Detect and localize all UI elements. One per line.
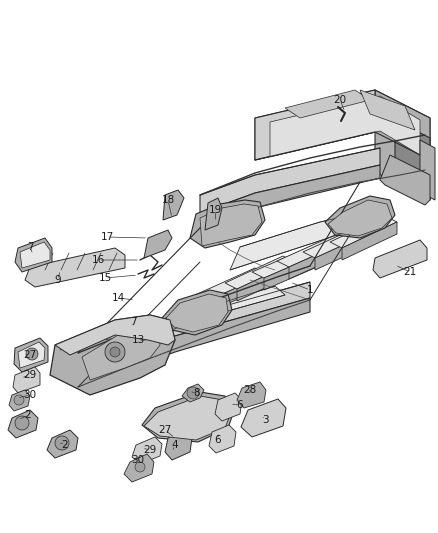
Text: 18: 18 bbox=[161, 195, 175, 205]
Text: 1: 1 bbox=[307, 285, 313, 295]
Polygon shape bbox=[342, 222, 397, 260]
Text: 2: 2 bbox=[62, 440, 68, 450]
Text: 8: 8 bbox=[194, 388, 200, 398]
Circle shape bbox=[14, 395, 24, 405]
Polygon shape bbox=[255, 90, 375, 160]
Polygon shape bbox=[241, 399, 286, 437]
Polygon shape bbox=[209, 425, 236, 453]
Polygon shape bbox=[165, 430, 192, 460]
Circle shape bbox=[110, 347, 120, 357]
Text: 9: 9 bbox=[55, 275, 61, 285]
Polygon shape bbox=[230, 208, 390, 270]
Text: 16: 16 bbox=[92, 255, 105, 265]
Text: 2: 2 bbox=[25, 410, 31, 420]
Polygon shape bbox=[9, 390, 30, 411]
Polygon shape bbox=[315, 232, 372, 270]
Circle shape bbox=[187, 387, 199, 399]
Polygon shape bbox=[289, 241, 347, 279]
Polygon shape bbox=[8, 410, 38, 438]
Polygon shape bbox=[277, 235, 347, 267]
Text: 30: 30 bbox=[131, 455, 145, 465]
Text: 13: 13 bbox=[131, 335, 145, 345]
Text: 29: 29 bbox=[23, 370, 37, 380]
Polygon shape bbox=[205, 198, 222, 230]
Polygon shape bbox=[80, 298, 310, 387]
Text: 19: 19 bbox=[208, 205, 222, 215]
Circle shape bbox=[55, 436, 69, 450]
Polygon shape bbox=[182, 384, 204, 402]
Polygon shape bbox=[215, 393, 242, 421]
Text: 7: 7 bbox=[130, 317, 136, 327]
Polygon shape bbox=[330, 216, 397, 248]
Polygon shape bbox=[200, 148, 380, 213]
Text: 3: 3 bbox=[261, 415, 268, 425]
Text: 4: 4 bbox=[172, 440, 178, 450]
Polygon shape bbox=[132, 437, 162, 464]
Polygon shape bbox=[380, 155, 430, 205]
Polygon shape bbox=[200, 204, 262, 246]
Polygon shape bbox=[303, 226, 372, 258]
Polygon shape bbox=[82, 323, 160, 380]
Polygon shape bbox=[285, 90, 370, 118]
Polygon shape bbox=[144, 396, 232, 440]
Polygon shape bbox=[225, 256, 295, 289]
Text: 7: 7 bbox=[27, 242, 33, 252]
Circle shape bbox=[26, 348, 38, 360]
Circle shape bbox=[135, 462, 145, 472]
Text: 14: 14 bbox=[111, 293, 125, 303]
Polygon shape bbox=[270, 96, 420, 157]
Text: 17: 17 bbox=[100, 232, 113, 242]
Polygon shape bbox=[373, 240, 427, 278]
Text: 15: 15 bbox=[99, 273, 112, 283]
Polygon shape bbox=[237, 382, 266, 408]
Polygon shape bbox=[55, 315, 175, 355]
Polygon shape bbox=[14, 338, 48, 372]
Text: 30: 30 bbox=[24, 390, 36, 400]
Polygon shape bbox=[166, 294, 228, 332]
Polygon shape bbox=[20, 242, 50, 268]
Polygon shape bbox=[325, 196, 395, 238]
Text: 20: 20 bbox=[333, 95, 346, 105]
Polygon shape bbox=[420, 140, 435, 200]
Polygon shape bbox=[25, 248, 125, 287]
Polygon shape bbox=[138, 286, 285, 342]
Polygon shape bbox=[13, 367, 40, 393]
Text: 6: 6 bbox=[237, 400, 244, 410]
Circle shape bbox=[105, 342, 125, 362]
Circle shape bbox=[15, 416, 29, 430]
Polygon shape bbox=[195, 268, 267, 301]
Polygon shape bbox=[80, 282, 310, 371]
Text: 27: 27 bbox=[23, 350, 37, 360]
Polygon shape bbox=[144, 230, 172, 258]
Polygon shape bbox=[200, 165, 380, 228]
Polygon shape bbox=[395, 120, 430, 200]
Polygon shape bbox=[328, 200, 392, 236]
Polygon shape bbox=[163, 190, 184, 220]
Text: 27: 27 bbox=[159, 425, 172, 435]
Polygon shape bbox=[18, 342, 45, 368]
Text: 21: 21 bbox=[403, 267, 417, 277]
Polygon shape bbox=[190, 200, 265, 248]
Polygon shape bbox=[47, 430, 78, 458]
Text: 6: 6 bbox=[215, 435, 221, 445]
Polygon shape bbox=[207, 274, 267, 313]
Polygon shape bbox=[255, 90, 430, 160]
Polygon shape bbox=[15, 238, 52, 272]
Polygon shape bbox=[264, 252, 324, 290]
Polygon shape bbox=[162, 290, 232, 335]
Polygon shape bbox=[142, 392, 235, 442]
Polygon shape bbox=[124, 454, 154, 482]
Polygon shape bbox=[252, 246, 324, 278]
Polygon shape bbox=[78, 318, 165, 378]
Text: 28: 28 bbox=[244, 385, 257, 395]
Polygon shape bbox=[237, 262, 295, 301]
Polygon shape bbox=[50, 315, 175, 395]
Text: 29: 29 bbox=[143, 445, 157, 455]
Polygon shape bbox=[360, 90, 415, 130]
Polygon shape bbox=[375, 90, 430, 200]
